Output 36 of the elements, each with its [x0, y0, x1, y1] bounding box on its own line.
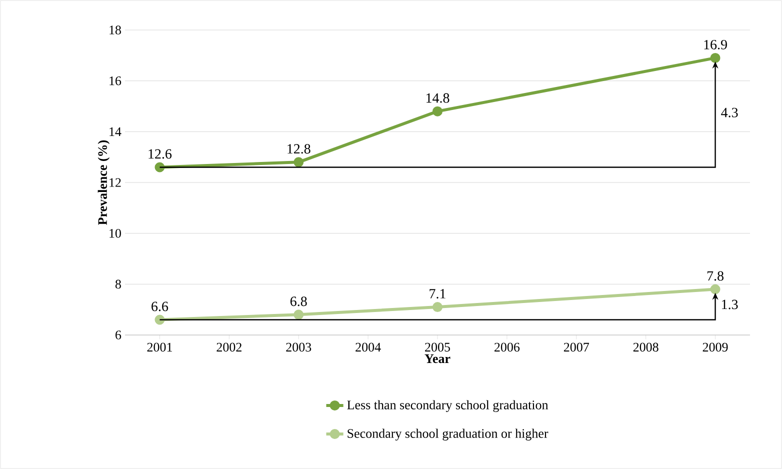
x-tick-label: 2004 — [356, 342, 381, 352]
data-label: 16.9 — [704, 40, 727, 50]
data-label: 7.1 — [430, 289, 446, 299]
annotation: 4.3 — [721, 108, 738, 118]
point — [710, 284, 720, 294]
x-tick-label: 2001 — [147, 342, 172, 352]
y-tick-label: 12 — [110, 178, 121, 187]
data-label: 7.8 — [707, 271, 724, 281]
point — [432, 106, 442, 116]
point — [432, 302, 442, 312]
x-tick-label: 2002 — [216, 342, 242, 352]
annotation: 1.3 — [722, 300, 738, 310]
y-tick-label: 18 — [110, 26, 121, 34]
data-label: 6.8 — [290, 296, 307, 306]
point — [710, 52, 720, 63]
y-tick-label: 16 — [110, 76, 122, 86]
data-label: 14.8 — [426, 93, 450, 103]
y-tick-label: 8 — [115, 280, 121, 289]
point — [294, 310, 304, 320]
point — [294, 157, 304, 168]
x-tick-label: 2003 — [286, 342, 312, 352]
data-label: 12.6 — [148, 149, 172, 159]
data-label: 6.6 — [152, 302, 168, 312]
x-tick-label: 2005 — [425, 342, 450, 352]
x-tick-label: 2008 — [633, 342, 658, 352]
x-tick-label: 2006 — [494, 342, 520, 352]
data-label: 12.8 — [288, 144, 310, 154]
y-tick-label: 6 — [116, 330, 122, 340]
x-tick-label: 2007 — [564, 342, 590, 352]
y-tick-label: 10 — [110, 228, 121, 238]
y-tick-label: 14 — [110, 127, 122, 136]
x-axis-title: Year — [424, 354, 450, 364]
x-tick-label: 2009 — [702, 342, 728, 352]
legend-label: Less than secondary school graduation — [347, 400, 548, 412]
y-axis-title: Prevalence (%) — [98, 140, 110, 225]
legend-label: Secondary school graduation or higher — [348, 428, 548, 441]
